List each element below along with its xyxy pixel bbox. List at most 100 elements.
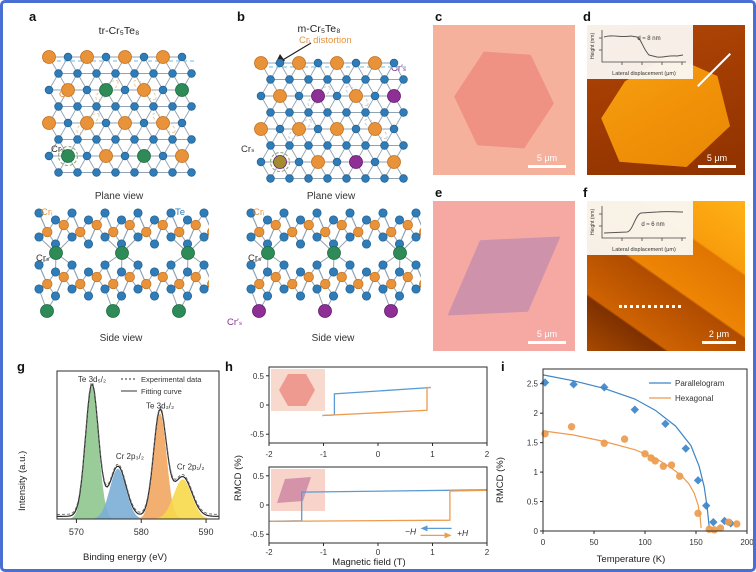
scale-bar-text: 5 μm [536, 152, 558, 163]
panel-a-plane-view-label: Plane view [94, 191, 144, 202]
panel-a-plane-view-structure [42, 50, 196, 177]
parallelogram-flake [447, 236, 561, 316]
panel-d-afm-image: d ≈ 8 nm Height (nm) Lateral displacemen… [587, 25, 745, 175]
xps-spectrum-chart: 570 580 590 Te 3d₅/₂ Cr 2p₃/₂ Te 3d₃/₂ Cr 2p₁/… [56, 370, 220, 537]
panel-c-scale-bar: 5 μm [528, 152, 566, 168]
panel-f-scale-bar: 2 μm [702, 329, 736, 344]
panel-a-side-cr-i-label: Crᵢ [41, 207, 53, 218]
panel-a-title: tr-Cr₅Te₈ [98, 25, 140, 37]
svg-text:0: 0 [376, 450, 381, 459]
panel-b-label: b [237, 9, 245, 24]
svg-text:50: 50 [590, 538, 599, 547]
svg-text:Cr 2p₁/₂: Cr 2p₁/₂ [177, 462, 205, 471]
svg-text:1: 1 [430, 548, 435, 557]
panel-b-plane-view-label: Plane view [306, 191, 356, 202]
svg-text:0: 0 [541, 538, 546, 547]
panel-a-cr-i-label: Crᵢ [59, 89, 71, 100]
panel-b-distortion-label: Crᵢ distortion [299, 35, 352, 46]
svg-text:0.5: 0.5 [527, 498, 539, 507]
svg-text:2: 2 [485, 450, 490, 459]
profile-dotted-line [619, 305, 681, 308]
svg-text:Cr 2p₃/₂: Cr 2p₃/₂ [116, 452, 144, 461]
panel-f-label: f [583, 185, 588, 200]
svg-text:0: 0 [376, 548, 381, 557]
panel-b-side-view-label: Side view [311, 333, 355, 344]
panel-i-label: i [501, 359, 505, 374]
panel-c-label: c [435, 9, 443, 24]
svg-text:1.5: 1.5 [527, 439, 539, 448]
panel-d-label: d [583, 9, 591, 24]
panel-b-cr-s-label: Crₛ [241, 144, 255, 155]
panel-i-ylabel: RMCD (%) [495, 457, 506, 503]
panel-e-scale-bar: 5 μm [528, 328, 566, 344]
svg-text:-2: -2 [265, 548, 273, 557]
scale-bar-text: 5 μm [706, 152, 728, 163]
panel-h-xlabel: Magnetic field (T) [332, 557, 406, 568]
inset-ylabel: Height (nm) [590, 33, 596, 59]
inset-xlabel: Lateral displacement (μm) [612, 247, 676, 253]
panel-e-label: e [435, 185, 443, 200]
svg-text:Fitting curve: Fitting curve [141, 387, 182, 396]
svg-text:+H: +H [457, 528, 469, 538]
panel-c-optical-image: 5 μm [433, 25, 575, 175]
svg-text:590: 590 [199, 527, 214, 537]
svg-text:1: 1 [430, 450, 435, 459]
svg-text:580: 580 [134, 527, 149, 537]
panel-a-side-cr-s-label: Crₛ [36, 253, 50, 264]
panel-a-cr-s-label: Crₛ [51, 144, 65, 155]
svg-text:570: 570 [69, 527, 84, 537]
svg-text:Parallelogram: Parallelogram [675, 379, 725, 388]
panel-b-side-view-structure [246, 208, 421, 318]
svg-text:-1: -1 [320, 548, 328, 557]
svg-text:0.5: 0.5 [253, 372, 265, 381]
scale-bar-line [528, 164, 566, 168]
svg-text:2.5: 2.5 [527, 380, 539, 389]
svg-text:0: 0 [260, 401, 265, 410]
panel-a-te-label: Te [175, 207, 186, 218]
svg-text:0.5: 0.5 [253, 472, 265, 481]
svg-text:Te 3d₃/₂: Te 3d₃/₂ [146, 401, 174, 410]
hexagonal-flake [450, 47, 559, 154]
scale-bar-line [698, 164, 736, 168]
panel-e-optical-image: 5 μm [433, 201, 575, 351]
inset-annotation: d ≈ 6 nm [641, 222, 664, 228]
svg-text:100: 100 [638, 538, 652, 547]
svg-text:0: 0 [534, 527, 539, 536]
inset-ylabel: Height (nm) [590, 209, 596, 235]
scale-bar-line [702, 340, 736, 344]
panel-i-xlabel: Temperature (K) [596, 554, 666, 565]
svg-text:−H: −H [405, 526, 417, 536]
panel-b-side-cr-i-label: Crᵢ [253, 207, 265, 218]
panel-f-afm-image: d ≈ 6 nm Height (nm) Lateral displacemen… [587, 201, 745, 351]
svg-text:Te 3d₅/₂: Te 3d₅/₂ [78, 375, 106, 384]
panel-b-plane-view-structure [254, 56, 408, 183]
svg-text:-2: -2 [265, 450, 273, 459]
panel-d-height-profile-inset: d ≈ 8 nm Height (nm) Lateral displacemen… [587, 25, 693, 79]
scale-bar-text: 5 μm [536, 328, 558, 339]
height-profile-chart: d ≈ 8 nm Height (nm) Lateral displacemen… [590, 30, 686, 77]
svg-text:Experimental data: Experimental data [141, 375, 202, 384]
svg-text:0: 0 [260, 501, 265, 510]
rmcd-hysteresis-charts: 0.50-0.5-2 -1 0 1 20.50-0.5-2 -1 0 1 2−H +H [250, 366, 490, 557]
svg-text:-1: -1 [320, 450, 328, 459]
scale-bar-line [528, 340, 566, 344]
svg-text:150: 150 [689, 538, 703, 547]
panel-g-label: g [17, 359, 25, 374]
panel-g-xlabel: Binding energy (eV) [83, 552, 167, 563]
height-profile-chart: d ≈ 6 nm Height (nm) Lateral displacemen… [590, 206, 686, 253]
svg-text:Hexagonal: Hexagonal [675, 394, 713, 403]
svg-text:-0.5: -0.5 [250, 430, 264, 439]
panel-h-label: h [225, 359, 233, 374]
panel-b-side-cr-s-label: Crₛ [248, 253, 262, 264]
svg-text:2: 2 [534, 409, 539, 418]
panel-a-side-view-label: Side view [99, 333, 143, 344]
inset-xlabel: Lateral displacement (μm) [612, 71, 676, 77]
svg-text:-0.5: -0.5 [250, 530, 264, 539]
svg-text:200: 200 [740, 538, 753, 547]
panel-a-label: a [29, 9, 37, 24]
panel-d-scale-bar: 5 μm [698, 152, 736, 168]
panel-b-title: m-Cr₅Te₈ [297, 23, 341, 35]
svg-text:1: 1 [534, 468, 539, 477]
panel-b-side-cr-s-prime-label: Cr′ₛ [227, 317, 243, 328]
